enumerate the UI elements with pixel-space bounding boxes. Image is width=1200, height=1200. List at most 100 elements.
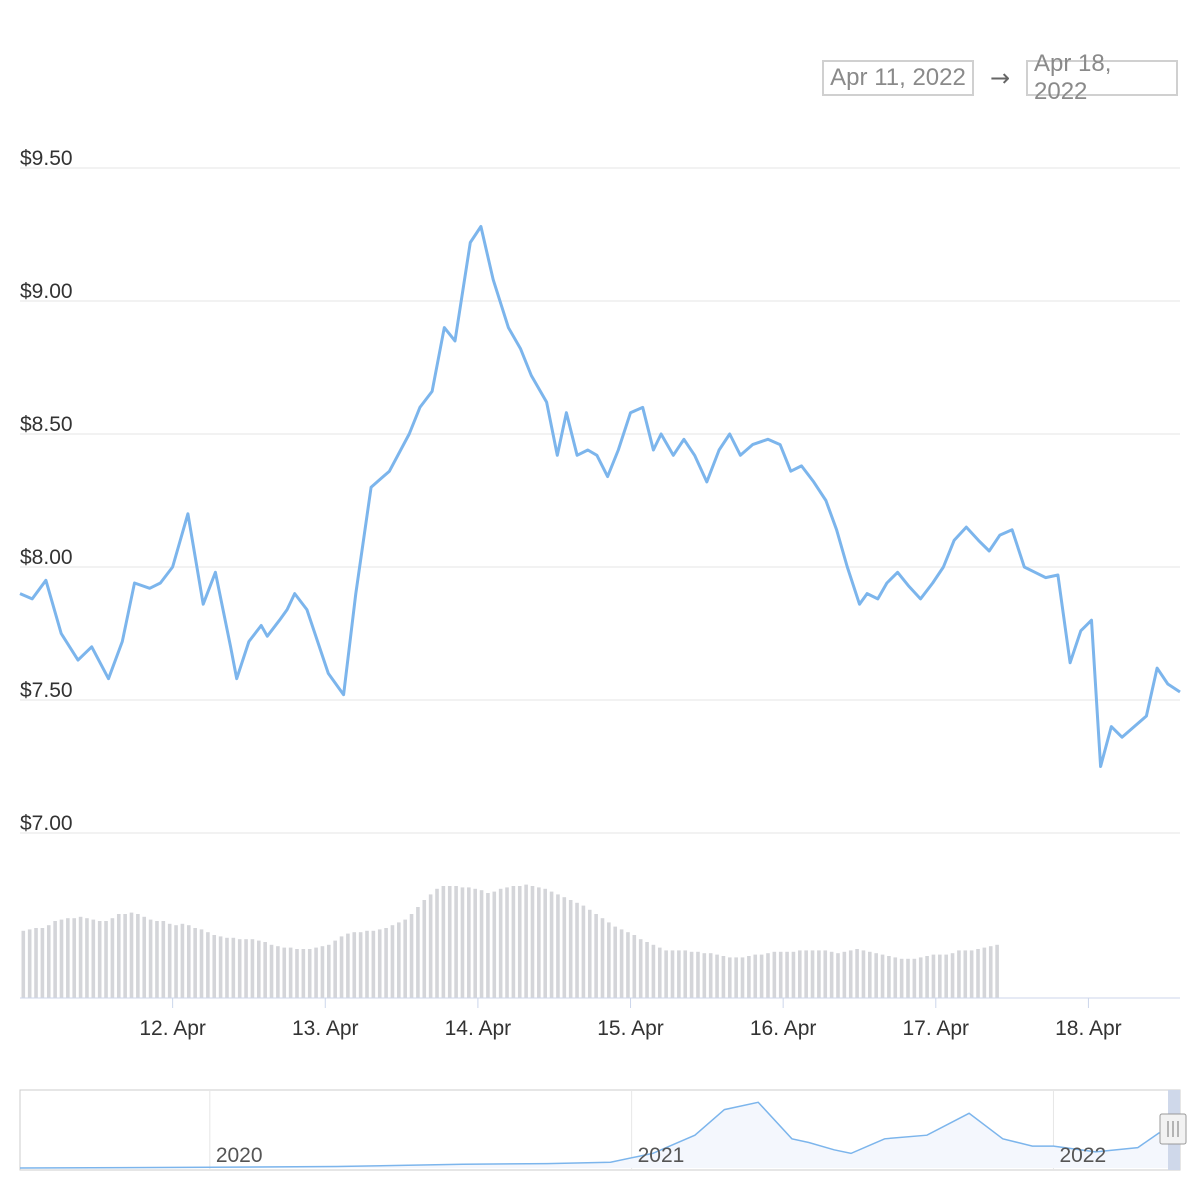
volume-bar: [600, 918, 605, 998]
volume-bar: [657, 947, 662, 998]
volume-bar: [104, 921, 108, 998]
volume-bar: [995, 944, 999, 998]
volume-bar: [244, 939, 248, 998]
y-tick-label: $8.50: [20, 413, 73, 436]
navigator-handle[interactable]: [1159, 1113, 1187, 1145]
x-tick-label: 16. Apr: [750, 1017, 817, 1040]
volume-bar: [925, 956, 929, 998]
volume-bar: [804, 950, 808, 998]
volume-bar: [416, 907, 420, 998]
volume-bar: [72, 918, 77, 998]
volume-bar: [346, 933, 350, 998]
volume-bar: [212, 935, 217, 998]
volume-bar: [269, 944, 274, 998]
volume-bar: [556, 894, 560, 998]
volume-bar: [969, 950, 974, 998]
y-tick-label: $7.50: [20, 679, 73, 702]
volume-bar: [715, 954, 719, 998]
price-series-line: [19, 225, 1181, 768]
volume-bar: [218, 936, 223, 998]
volume-bar: [740, 957, 745, 998]
volume-bar: [912, 958, 917, 998]
navigator-year-labels: 2020 2021 2022: [216, 1144, 1106, 1167]
volume-bar: [549, 891, 554, 998]
volume-bar: [46, 925, 51, 998]
volume-bar: [498, 888, 503, 998]
volume-bar: [435, 888, 439, 998]
volume-bar: [193, 928, 197, 998]
volume-bar: [823, 950, 828, 998]
volume-bar: [505, 887, 509, 998]
volume-bar: [422, 900, 427, 998]
volume-bar: [517, 886, 522, 998]
y-tick-label: $9.50: [20, 147, 73, 170]
volume-bar: [333, 940, 337, 998]
volume-bar: [613, 926, 618, 998]
volume-bar: [78, 916, 83, 998]
volume-bar: [142, 916, 147, 998]
x-tick-label: 13. Apr: [292, 1017, 359, 1040]
range-from-input[interactable]: Apr 11, 2022: [822, 60, 974, 96]
volume-bar: [320, 946, 325, 998]
volume-bar: [136, 914, 140, 998]
volume-bar: [174, 925, 178, 998]
x-axis-ticks: [172, 998, 1089, 1008]
volume-bar: [116, 914, 121, 998]
volume-bar: [403, 919, 407, 998]
volume-bar: [645, 942, 649, 998]
volume-bar: [352, 932, 357, 998]
x-axis-labels: 12. Apr 13. Apr 14. Apr 15. Apr 16. Apr 17. A…: [139, 1017, 1121, 1040]
volume-bar: [696, 951, 700, 998]
volume-bar: [59, 919, 64, 998]
volume-bar: [27, 929, 32, 998]
volume-bar: [256, 940, 261, 998]
volume-bar: [868, 951, 872, 998]
volume-bar: [40, 928, 45, 998]
navigator-area: [20, 1102, 1180, 1168]
volume-bar: [295, 949, 299, 998]
volume-bar: [670, 950, 675, 998]
volume-bar: [479, 890, 484, 998]
volume-bar: [906, 958, 910, 998]
volume-bar: [91, 919, 96, 998]
volume-bar: [447, 886, 452, 998]
volume-bar: [307, 949, 312, 998]
x-tick-label: 17. Apr: [903, 1017, 970, 1040]
volume-bar: [861, 950, 866, 998]
volume-bar: [537, 887, 541, 998]
volume-bar: [384, 928, 388, 998]
volume-bar: [282, 947, 287, 998]
volume-bar: [129, 912, 134, 998]
y-tick-label: $9.00: [20, 280, 73, 303]
volume-bar: [358, 932, 363, 998]
volume-bar: [594, 914, 598, 998]
volume-bar: [85, 918, 89, 998]
volume-bar: [524, 884, 528, 998]
volume-bar: [747, 956, 751, 998]
volume-bar: [454, 886, 458, 998]
volume-bar: [766, 953, 770, 998]
volume-bar: [371, 930, 376, 998]
volume-bar: [365, 930, 369, 998]
navigator[interactable]: 2020 2021 2022: [19, 1089, 1187, 1171]
volume-bar: [180, 923, 185, 998]
volume-bar: [97, 921, 102, 998]
volume-bar: [339, 936, 344, 998]
volume-bar: [893, 957, 898, 998]
navigator-year-label: 2021: [638, 1144, 685, 1167]
volume-bar: [276, 946, 280, 998]
volume-bar: [473, 888, 477, 998]
volume-bar: [632, 935, 637, 998]
volume-bar: [231, 937, 236, 998]
x-tick-label: 12. Apr: [139, 1017, 206, 1040]
volume-bar: [982, 947, 987, 998]
x-tick-label: 15. Apr: [597, 1017, 664, 1040]
grid-lines: [20, 167, 1180, 834]
volume-bar: [638, 939, 643, 998]
volume-bar: [957, 950, 961, 998]
volume-bar: [167, 923, 172, 998]
volume-bar: [683, 950, 688, 998]
volume-bar: [817, 950, 821, 998]
volume-bar: [848, 950, 853, 998]
